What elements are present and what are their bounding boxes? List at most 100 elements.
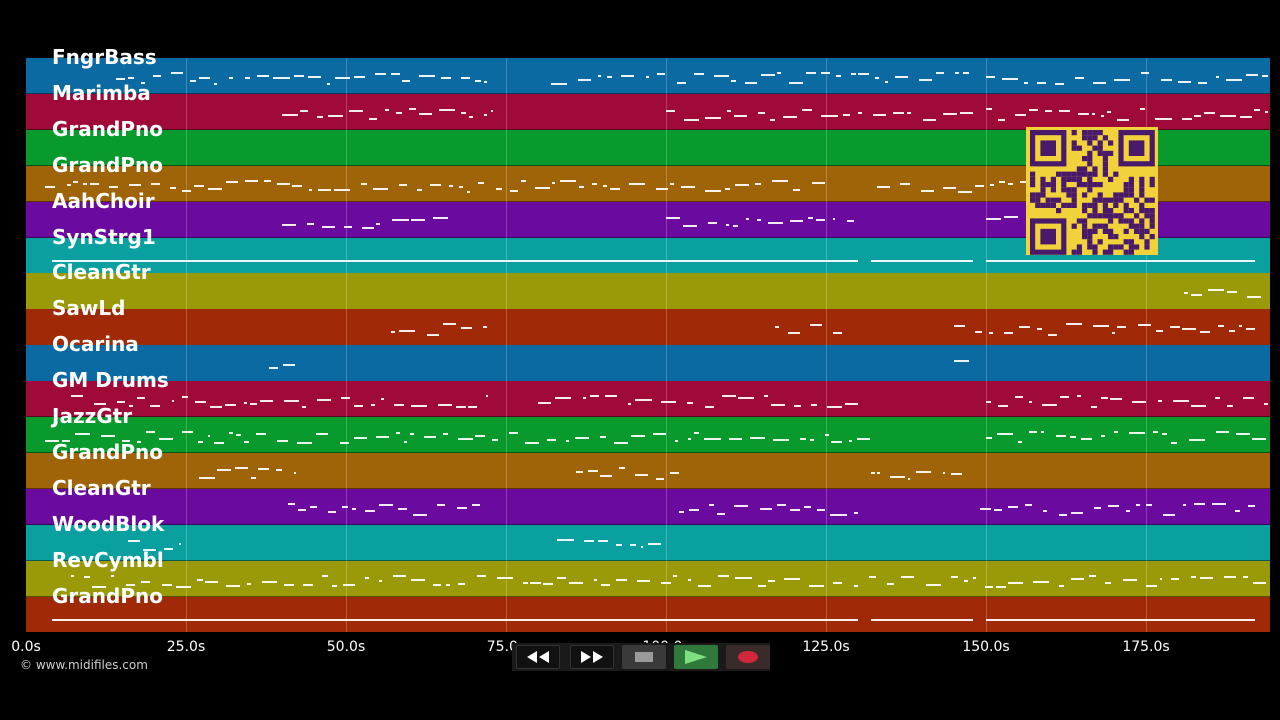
note-mark [74,433,90,435]
note-mark [687,578,691,581]
note-mark [530,581,541,584]
note-mark [538,402,552,405]
note-mark [974,184,984,187]
note-mark [907,477,911,480]
note-mark [954,72,959,74]
track-label: AahChoir [52,188,155,213]
note-mark [443,433,448,435]
note-mark [136,441,142,443]
record-button[interactable] [726,645,770,669]
note-mark [936,72,944,74]
note-mark [1112,332,1115,335]
note-mark [234,466,249,469]
note-mark [972,576,977,579]
note-mark [288,502,296,505]
note-mark [635,473,648,476]
note-mark [364,576,370,579]
note-mark [117,401,125,404]
note-mark [821,114,838,117]
record-icon [738,651,758,663]
note-mark [1131,401,1146,404]
track-lane[interactable] [26,560,1270,597]
note-mark [207,435,211,437]
note-mark [45,440,59,442]
note-mark [618,466,625,469]
note-mark [716,512,726,515]
track-lane[interactable] [26,93,1270,131]
track-lane[interactable] [26,596,1270,632]
note-mark [301,406,306,409]
grid-line [986,58,987,632]
track-lane[interactable] [26,417,1270,454]
note-mark [424,436,436,438]
note-mark [61,440,70,442]
note-mark [411,578,425,581]
note-mark [892,111,905,114]
note-mark [757,218,762,221]
track-lane[interactable] [26,488,1270,526]
rewind-button[interactable] [516,645,560,669]
note-mark [399,330,416,333]
track-lane[interactable] [26,452,1270,490]
note-mark [1199,331,1211,334]
note-mark [390,331,395,334]
note-mark [1197,82,1207,84]
note-mark [1199,576,1214,579]
note-mark [1080,438,1093,440]
note-mark [704,116,721,119]
note-mark [1225,79,1243,81]
track-lane[interactable] [26,273,1270,310]
note-mark [224,404,237,407]
note-mark [588,469,598,472]
note-mark [1008,182,1014,185]
note-mark [899,182,911,185]
note-mark [906,111,912,114]
note-mark [1216,76,1220,78]
note-mark [197,578,203,581]
note-mark [770,118,775,121]
play-button[interactable] [674,645,718,669]
note-mark [1091,406,1098,409]
note-mark [1217,325,1224,328]
note-mark [152,75,162,77]
track-label: SynStrg1 [52,224,156,249]
note-mark [442,323,457,326]
track-lane[interactable] [26,345,1270,382]
note-mark [744,82,757,84]
note-mark [1157,400,1162,403]
note-mark [856,438,871,440]
fast-forward-button[interactable] [570,645,614,669]
note-mark [1252,581,1267,584]
note-mark [484,81,487,83]
note-mark [1004,332,1013,335]
note-mark [457,582,465,585]
note-mark [661,581,671,584]
note-mark [1114,431,1118,433]
note-mark [521,179,526,182]
note-mark [403,441,407,443]
note-mark [398,183,408,186]
note-mark [1191,294,1202,297]
note-mark [681,185,695,188]
note-mark [307,76,322,78]
note-mark [600,474,613,477]
note-mark [122,440,130,442]
track-lane[interactable] [26,309,1270,346]
note-mark [1246,328,1255,331]
note-mark [954,325,965,328]
note-mark [364,509,375,512]
stop-button[interactable] [622,645,666,669]
note-mark [1161,79,1172,81]
note-mark [614,442,628,444]
note-mark [175,585,192,588]
note-mark [1171,577,1180,580]
note-mark [1008,505,1019,508]
note-mark [269,367,279,370]
note-mark [975,331,982,334]
note-mark [760,74,776,76]
note-mark [787,332,801,335]
note-mark [459,185,463,188]
note-mark [244,179,259,182]
note-mark [317,115,323,118]
rewind-icon [527,651,549,663]
